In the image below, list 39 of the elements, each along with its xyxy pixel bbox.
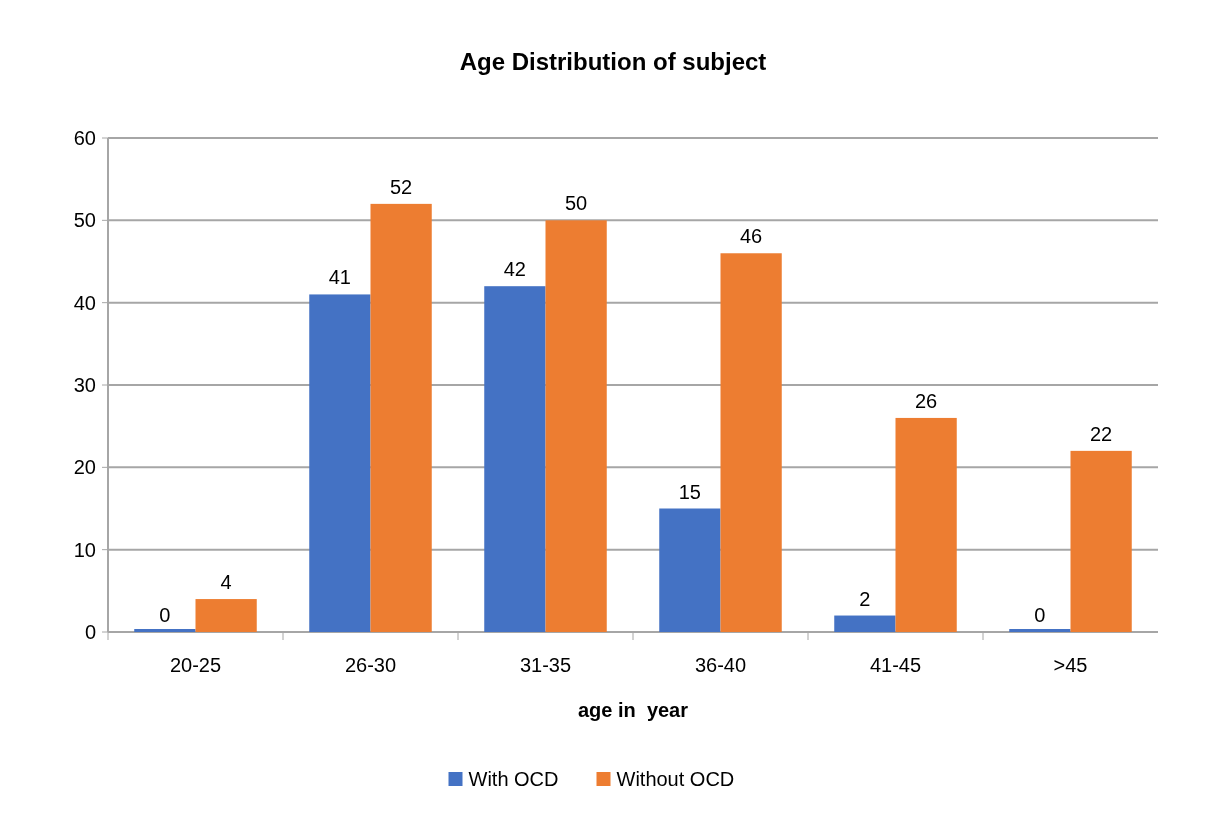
bar xyxy=(370,203,432,632)
y-tick-label: 40 xyxy=(73,291,96,314)
legend-label: With OCD xyxy=(468,768,559,790)
bar xyxy=(659,508,721,632)
x-tick-label: >45 xyxy=(1053,654,1088,676)
data-label: 42 xyxy=(503,258,526,281)
data-label: 15 xyxy=(678,480,701,503)
x-tick-label: 31-35 xyxy=(519,654,572,676)
bar xyxy=(195,599,257,632)
y-tick-label: 30 xyxy=(73,374,96,396)
x-tick-label: 41-45 xyxy=(869,654,922,676)
bar xyxy=(484,286,546,632)
bar xyxy=(309,294,371,632)
data-label: 0 xyxy=(1034,604,1046,626)
data-label: 52 xyxy=(390,175,413,198)
bar xyxy=(720,253,782,632)
y-tick-label: 60 xyxy=(73,127,96,149)
x-axis-title: age in year xyxy=(577,699,689,721)
bar xyxy=(834,615,896,632)
x-tick-label: 26-30 xyxy=(344,654,397,676)
data-label: 2 xyxy=(859,587,871,610)
bar xyxy=(895,417,957,632)
y-tick-label: 20 xyxy=(73,456,96,479)
data-label: 0 xyxy=(159,604,171,626)
data-label: 41 xyxy=(328,266,351,289)
data-label: 50 xyxy=(565,192,588,215)
legend-label: Without OCD xyxy=(616,768,735,790)
y-tick-label: 50 xyxy=(73,209,96,232)
x-tick-label: 20-25 xyxy=(169,654,222,676)
bar xyxy=(1070,450,1132,632)
data-label: 4 xyxy=(220,571,232,594)
data-label: 46 xyxy=(740,225,763,248)
data-label: 22 xyxy=(1090,422,1113,445)
y-tick-label: 0 xyxy=(84,621,96,643)
data-label: 26 xyxy=(915,389,938,412)
y-tick-label: 10 xyxy=(73,538,96,561)
bar xyxy=(545,220,607,632)
x-tick-label: 36-40 xyxy=(694,654,747,676)
chart-title: Age Distribution of subject xyxy=(459,48,767,75)
